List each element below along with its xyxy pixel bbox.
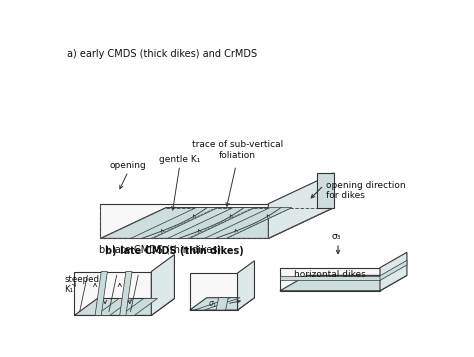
Text: a) early CMDS (thick dikes) and CrMDS: a) early CMDS (thick dikes) and CrMDS xyxy=(66,49,257,59)
Polygon shape xyxy=(380,252,407,291)
Polygon shape xyxy=(131,208,218,238)
Text: σ₃: σ₃ xyxy=(332,232,341,241)
Polygon shape xyxy=(280,268,380,291)
Text: horizontal dikes: horizontal dikes xyxy=(294,270,366,279)
Text: trace of sub-vertical
foliation: trace of sub-vertical foliation xyxy=(192,141,283,160)
Polygon shape xyxy=(194,298,240,310)
Polygon shape xyxy=(190,298,255,310)
Polygon shape xyxy=(205,208,292,238)
Polygon shape xyxy=(280,275,407,291)
Polygon shape xyxy=(216,298,228,310)
Polygon shape xyxy=(74,298,174,316)
Polygon shape xyxy=(96,298,133,316)
Text: $\sigma_1$: $\sigma_1$ xyxy=(208,300,217,310)
Polygon shape xyxy=(100,204,268,238)
Text: b) late CMDS (thin dikes): b) late CMDS (thin dikes) xyxy=(99,245,221,255)
Text: b) late CMDS (thin dikes): b) late CMDS (thin dikes) xyxy=(105,246,244,256)
Polygon shape xyxy=(380,260,407,280)
Text: steeped
K₁: steeped K₁ xyxy=(64,275,99,294)
Polygon shape xyxy=(74,272,151,316)
Polygon shape xyxy=(120,298,157,316)
Text: gentle K₁: gentle K₁ xyxy=(159,155,201,164)
Polygon shape xyxy=(95,272,108,316)
Text: opening: opening xyxy=(110,161,146,170)
Polygon shape xyxy=(100,208,334,238)
Polygon shape xyxy=(317,173,334,208)
Text: opening direction
for dikes: opening direction for dikes xyxy=(326,181,406,200)
Polygon shape xyxy=(237,261,255,310)
Polygon shape xyxy=(268,173,334,238)
Polygon shape xyxy=(151,255,174,316)
Polygon shape xyxy=(168,208,255,238)
Polygon shape xyxy=(280,276,380,280)
Polygon shape xyxy=(120,272,132,316)
Polygon shape xyxy=(190,273,237,310)
